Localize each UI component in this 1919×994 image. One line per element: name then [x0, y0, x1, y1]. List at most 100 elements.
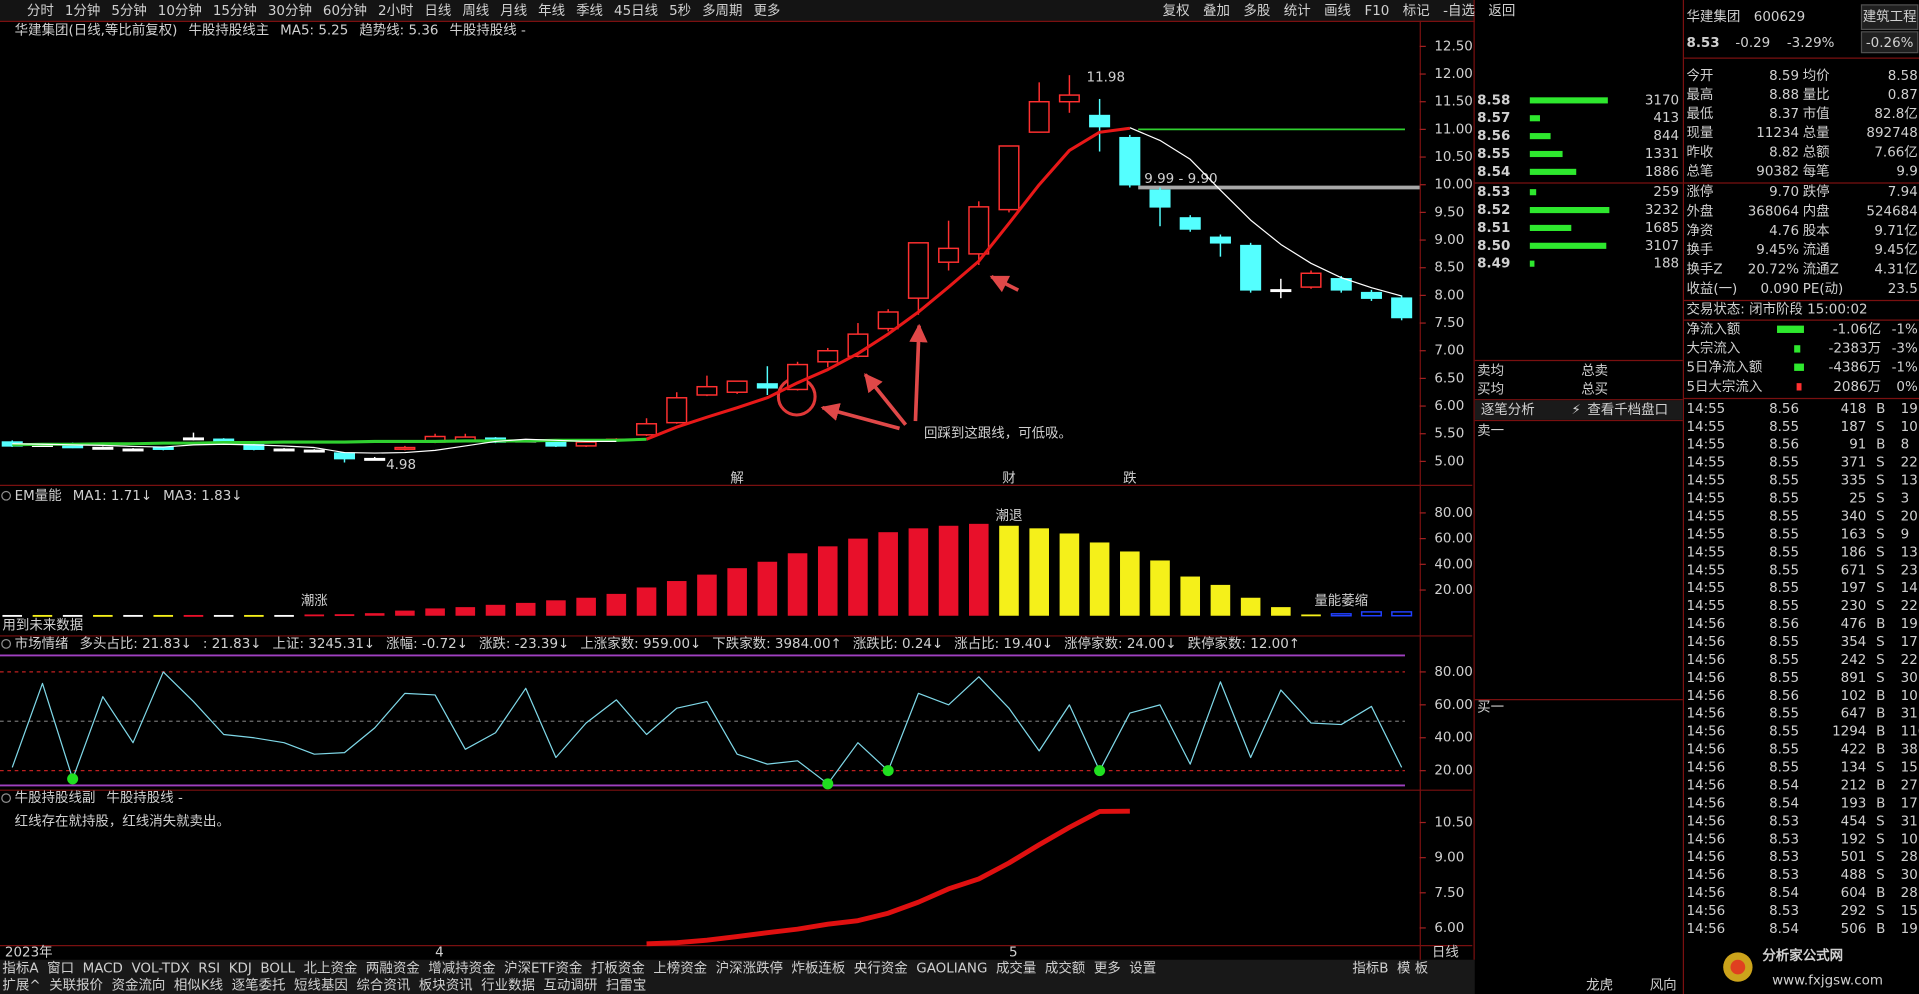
bottom-tab[interactable]: 两融资金 [366, 960, 420, 976]
bottom-tab[interactable]: 龙虎 [1586, 977, 1613, 993]
period-tab[interactable]: 更多 [753, 2, 780, 19]
stat-label: 总额 [1803, 144, 1830, 160]
tick-price: 8.55 [1769, 707, 1799, 722]
bottom-tab[interactable]: 炸板连板 [792, 960, 846, 976]
candle-body [1179, 217, 1201, 230]
panel-label: 买一 [1477, 700, 1504, 716]
period-tab[interactable]: 周线 [462, 3, 489, 19]
bottom-tab[interactable]: 板块资讯 [419, 977, 473, 993]
tick-count: 23 [1901, 563, 1918, 578]
period-tab[interactable]: 分时 [27, 3, 54, 19]
tool-button[interactable]: F10 [1364, 4, 1389, 19]
bottom-tab[interactable]: 指标B [1352, 960, 1388, 976]
period-tab[interactable]: 5分钟 [111, 2, 146, 19]
panel-tab[interactable]: 逐笔分析 [1481, 402, 1535, 418]
period-tab[interactable]: 30分钟 [268, 2, 312, 19]
bottom-tab[interactable]: 互动调研 [544, 977, 598, 993]
bottom-tab[interactable]: 窗口 [47, 959, 74, 976]
volume-tag: 潮涨 [301, 593, 328, 609]
candle-body [877, 311, 899, 330]
tool-button[interactable]: 返回 [1488, 3, 1515, 19]
watermark-title: 分析家公式网 [1762, 947, 1843, 964]
stat-value: 8.59 [1769, 69, 1799, 84]
tick-side: B [1876, 796, 1885, 811]
bottom-tab[interactable]: 沪深涨跌停 [716, 959, 783, 976]
tick-side: S [1876, 599, 1885, 614]
tool-button[interactable]: 统计 [1284, 3, 1311, 19]
bottom-tab[interactable]: 行业数据 [481, 977, 535, 993]
period-tab[interactable]: 日线 [424, 3, 451, 19]
tool-button[interactable]: 复权 [1163, 2, 1190, 19]
bottom-tab[interactable]: VOL-TDX [131, 961, 189, 976]
bottom-tab[interactable]: 沪深ETF资金 [504, 960, 583, 976]
panel-header: 牛股持股线 - [449, 23, 526, 39]
period-tab[interactable]: 60分钟 [323, 2, 367, 19]
period-tab[interactable]: 多周期 [702, 2, 742, 19]
tool-button[interactable]: 画线 [1324, 3, 1351, 19]
tick-time: 14:56 [1686, 868, 1725, 883]
volume-bar [727, 568, 747, 616]
period-tab[interactable]: 5秒 [669, 3, 691, 19]
bottom-tab[interactable]: 相似K线 [174, 977, 223, 993]
volume-bar [1029, 528, 1049, 616]
period-tab[interactable]: 45日线 [614, 3, 658, 19]
tick-time: 14:56 [1686, 778, 1725, 793]
bottom-tab[interactable]: 扫雷宝 [606, 977, 646, 993]
period-tab[interactable]: 2小时 [378, 3, 413, 19]
candle-body [696, 385, 718, 396]
bottom-tab[interactable]: 短线基因 [294, 976, 348, 993]
bottom-tab[interactable]: 关联报价 [49, 977, 103, 993]
stat-value: 20.72% [1748, 263, 1800, 278]
bottom-tab[interactable]: 设置 [1129, 960, 1156, 976]
period-tab[interactable]: 季线 [576, 3, 603, 19]
volume-bar [1391, 611, 1413, 617]
bottom-tab[interactable]: 模 板 [1397, 960, 1428, 976]
book-volume: 3170 [1645, 93, 1679, 108]
bottom-tab[interactable]: 风向 [1650, 977, 1677, 993]
panel-tab[interactable]: 查看千档盘口 [1587, 401, 1668, 418]
tool-button[interactable]: 多股 [1243, 2, 1270, 19]
tick-time: 14:55 [1686, 402, 1725, 417]
y-tick-label: 60.00 [1434, 532, 1473, 547]
tool-button[interactable]: -自选 [1443, 3, 1475, 19]
bottom-tab[interactable]: 指标A [2, 960, 39, 976]
tick-volume: 476 [1841, 617, 1867, 632]
tool-button[interactable]: 标记 [1403, 3, 1430, 19]
period-tab[interactable]: 年线 [538, 3, 565, 19]
bottom-tab[interactable]: 北上资金 [304, 960, 358, 976]
stat-value: 9.45亿 [1874, 242, 1917, 258]
bottom-tab[interactable]: 央行资金 [854, 960, 908, 976]
panel-header: 市场情绪 [15, 635, 69, 652]
bottom-tab[interactable]: GAOLIANG [916, 961, 987, 976]
tick-volume: 671 [1841, 563, 1867, 578]
tick-side: S [1876, 814, 1885, 829]
bottom-tab[interactable]: 综合资讯 [356, 977, 410, 993]
bottom-tab[interactable]: 上榜资金 [653, 959, 707, 976]
volume-bar [274, 614, 294, 617]
bottom-tab[interactable]: 扩展^ [2, 977, 40, 993]
tool-button[interactable]: 叠加 [1203, 3, 1230, 19]
bottom-tab[interactable]: 更多 [1094, 959, 1121, 976]
bottom-tab[interactable]: MACD [83, 961, 123, 976]
panel-label: 总卖 [1581, 363, 1608, 379]
bottom-tab[interactable]: 增减持资金 [428, 960, 496, 976]
bottom-tab[interactable]: RSI [198, 961, 220, 976]
tick-time: 14:55 [1686, 474, 1725, 489]
tick-side: S [1876, 653, 1885, 668]
bottom-tab[interactable]: 打板资金 [591, 959, 645, 976]
period-tab[interactable]: 月线 [500, 3, 527, 19]
tick-price: 8.54 [1769, 796, 1799, 811]
period-tab[interactable]: 15分钟 [213, 2, 257, 19]
y-tick-label: 12.00 [1434, 67, 1473, 82]
bottom-tab[interactable]: KDJ [229, 961, 252, 976]
period-tab[interactable]: 10分钟 [158, 2, 202, 19]
panel-label: 卖一 [1477, 423, 1504, 439]
bottom-tab[interactable]: 资金流向 [112, 977, 166, 993]
bottom-tab[interactable]: 成交额 [1045, 959, 1086, 976]
bottom-tab[interactable]: BOLL [260, 961, 295, 976]
bottom-tab[interactable]: 成交量 [996, 959, 1036, 976]
bottom-tab[interactable]: 逐笔委托 [232, 977, 286, 993]
period-tab[interactable]: 1分钟 [65, 2, 100, 19]
volume-bar [425, 608, 445, 616]
